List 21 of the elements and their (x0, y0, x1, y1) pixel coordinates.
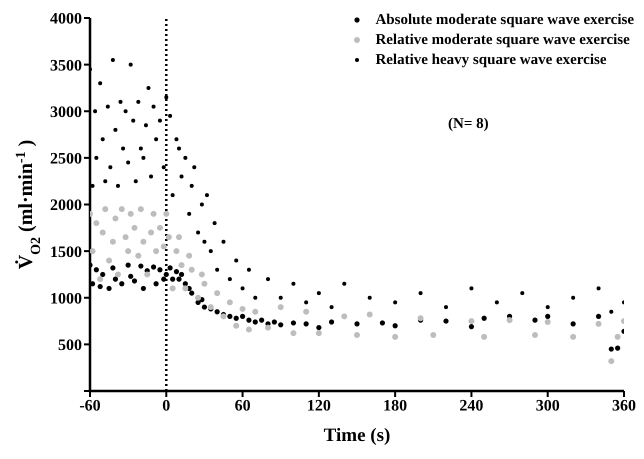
legend-label: Relative heavy square wave exercise (375, 51, 606, 70)
y-tick-label: 2000 (50, 197, 82, 214)
x-axis-title: Time (s) (324, 425, 390, 446)
y-tick-label: 3500 (50, 57, 82, 74)
y-tick-label: 1500 (50, 244, 82, 261)
legend-label: Absolute moderate square wave exercise (375, 11, 634, 30)
y-tick-label: 3000 (50, 104, 82, 121)
x-tick-label: 0 (162, 397, 170, 414)
y-tick-label: 500 (58, 337, 82, 354)
x-tick-label: 240 (459, 397, 484, 414)
x-tick-label: 360 (612, 397, 636, 414)
annotation: (N= 8) (448, 116, 489, 133)
x-tick-label: 60 (234, 397, 251, 414)
y-tick-label: 4000 (50, 10, 82, 28)
x-tick-label: 300 (536, 397, 560, 414)
x-tick-label: 180 (383, 397, 408, 414)
y-tick-label: 2500 (50, 150, 82, 168)
x-tick-label: -60 (79, 397, 101, 414)
x-tick-label: 120 (306, 397, 331, 414)
y-tick-label: 1000 (50, 290, 82, 308)
legend-label: Relative moderate square wave exercise (375, 31, 630, 50)
